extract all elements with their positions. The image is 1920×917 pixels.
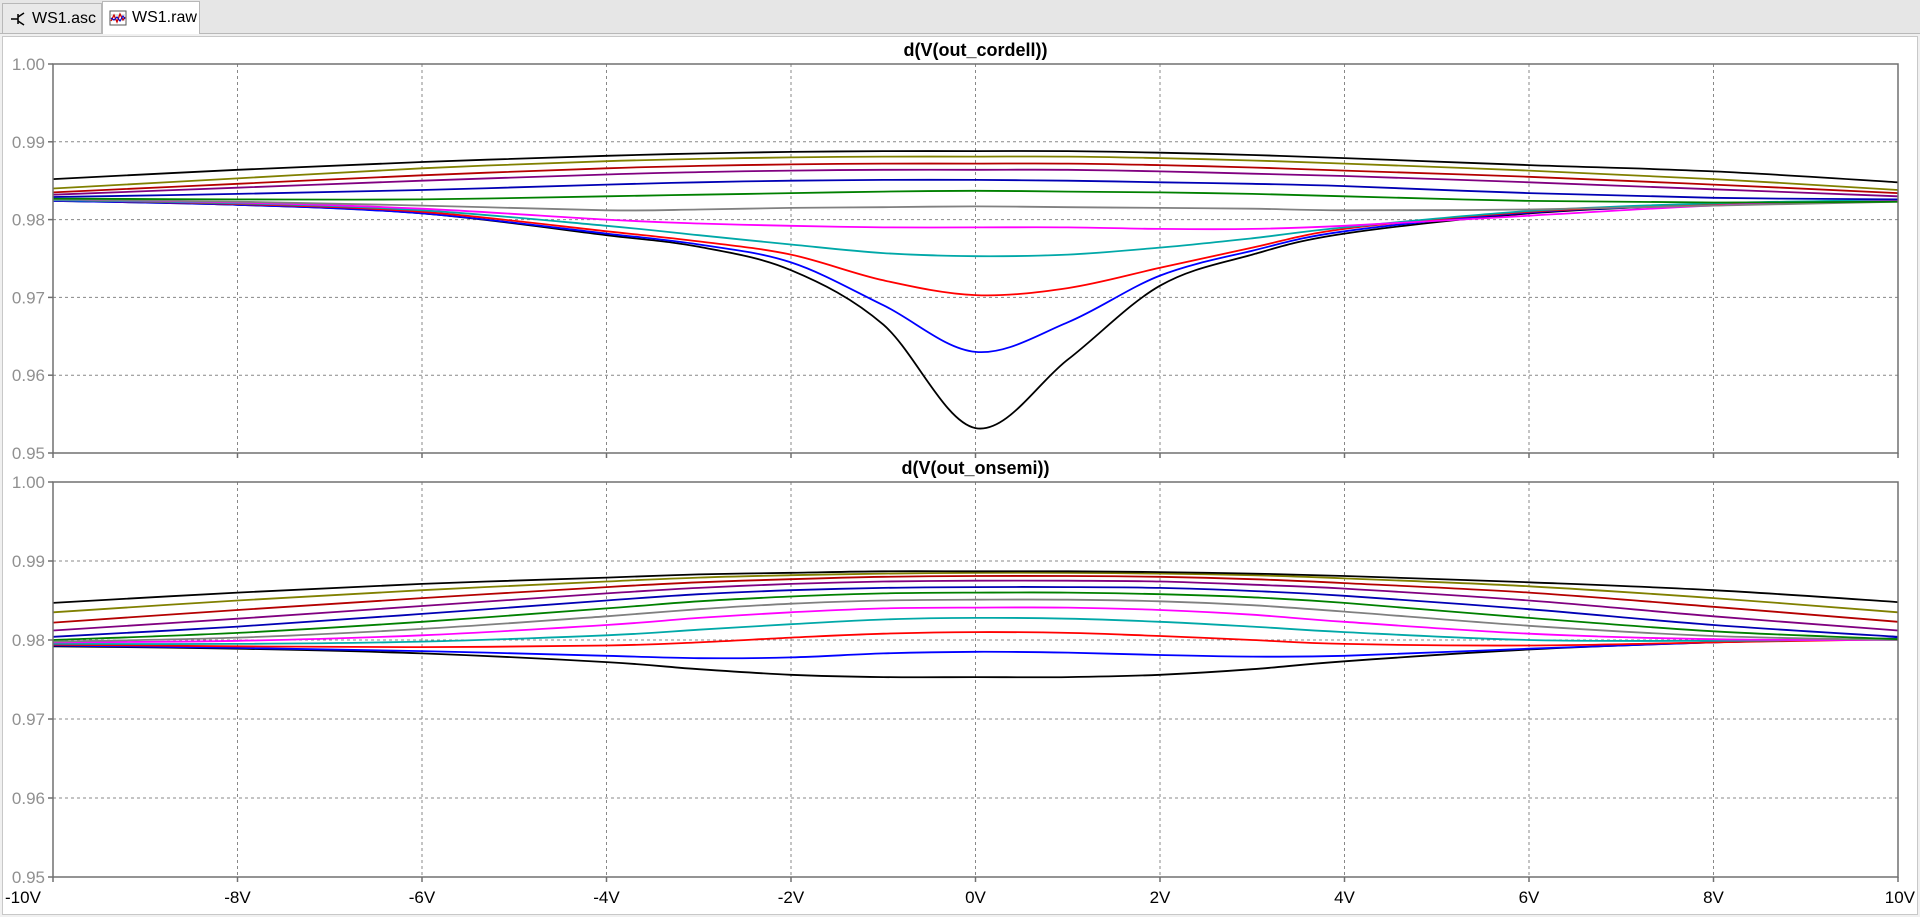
plot-frame [52,481,1899,878]
y-tick-label: 0.99 [12,552,45,571]
y-tick-label: 0.95 [12,444,45,463]
x-tick-label: 4V [1334,888,1355,907]
y-tick-label: 0.96 [12,789,45,808]
tab-bar: WS1.asc WS1.raw [0,0,1920,34]
tab-label: WS1.raw [132,9,197,26]
series-line [52,178,1899,201]
series-line [52,199,1899,258]
x-tick-label: -10V [5,888,42,907]
series-line [52,606,1899,644]
y-tick-label: 0.95 [12,868,45,887]
series-line [52,168,1899,198]
tab-ws1-asc[interactable]: WS1.asc [2,3,102,33]
y-tick-label: 1.00 [12,473,45,492]
x-tick-label: 0V [965,888,986,907]
y-tick-label: 0.96 [12,366,45,385]
x-tick-label: 6V [1519,888,1540,907]
series-line [52,591,1899,641]
tab-label: WS1.asc [32,9,97,27]
series-line [52,598,1899,643]
series-line [52,198,1899,212]
tab-ws1-raw[interactable]: WS1.raw [102,1,200,34]
series-line [52,155,1899,191]
y-tick-label: 0.98 [12,631,45,650]
series-line [52,579,1899,632]
x-tick-label: -6V [409,888,436,907]
plot-title: d(V(out_onsemi)) [902,458,1050,478]
plot-pane-2: d(V(out_onsemi)) 0.95 0.96 0.97 0.98 0.99 1.00… [5,458,1916,907]
x-tick-label: 10V [1885,888,1916,907]
plot-pane-1: d(V(out_cordell)) 0.95 0.96 0.97 0.98 0.99 1.0… [12,40,1899,463]
series-line [52,570,1899,604]
y-tick-label: 1.00 [12,55,45,74]
series-line [52,575,1899,624]
series-line [52,189,1899,204]
series-line [52,637,1899,660]
series-line [52,616,1899,645]
series-line [52,198,1899,231]
series-line [52,571,1899,614]
y-tick-label: 0.97 [12,710,45,729]
series-line [52,150,1899,184]
series-line [52,162,1899,194]
y-tick-label: 0.99 [12,133,45,152]
series-line [52,586,1899,638]
x-tick-label: -8V [224,888,251,907]
y-tick-label: 0.98 [12,211,45,230]
plot-window[interactable]: d(V(out_cordell)) 0.95 0.96 0.97 0.98 0.99 1.0… [2,36,1918,915]
plot-title: d(V(out_cordell)) [904,40,1048,60]
x-tick-label: -2V [778,888,805,907]
x-tick-label: -4V [593,888,620,907]
x-tick-label: 2V [1150,888,1171,907]
series-line [52,631,1899,649]
x-tick-label: 8V [1703,888,1724,907]
waveform-plot[interactable]: d(V(out_cordell)) 0.95 0.96 0.97 0.98 0.99 1.0… [3,37,1917,914]
schematic-icon [9,10,27,28]
y-tick-label: 0.97 [12,288,45,307]
waveform-icon [109,9,127,27]
